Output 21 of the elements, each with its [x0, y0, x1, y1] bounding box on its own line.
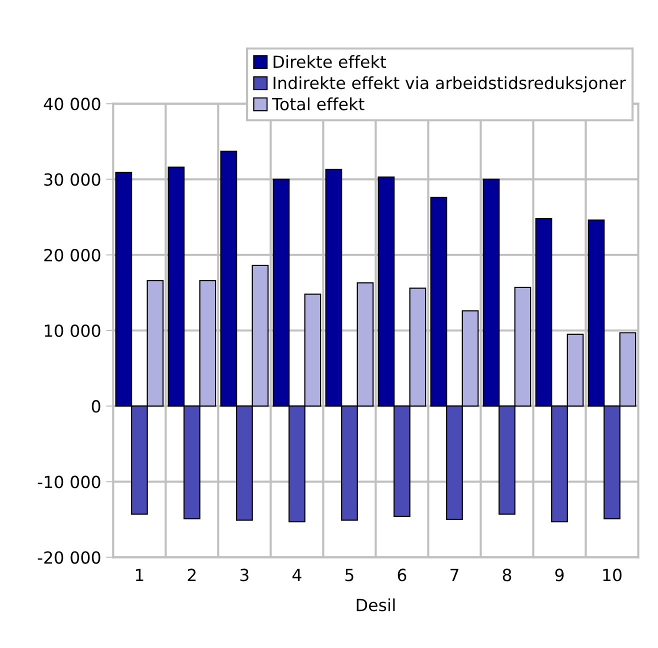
x-tick-label: 2 — [188, 568, 196, 582]
y-tick-label: -20 000 — [38, 551, 100, 564]
x-axis-title: Desil — [356, 598, 395, 612]
x-tick-label: 10 — [603, 568, 622, 582]
x-tick-label: 7 — [450, 568, 458, 582]
y-tick-label: 10 000 — [44, 324, 100, 338]
x-tick-label: 6 — [398, 568, 406, 582]
x-tick-label: 4 — [292, 568, 302, 582]
x-tick-label: 5 — [345, 568, 354, 582]
legend-label: Indirekte effekt via arbeidstidsreduksjoner — [274, 76, 626, 92]
y-tick-label: 30 000 — [44, 173, 100, 186]
x-tick-label: 3 — [240, 568, 248, 582]
legend-label: Total effekt — [272, 97, 364, 110]
y-tick-label: -10 000 — [38, 476, 100, 488]
y-tick-label: 20 000 — [44, 248, 100, 262]
x-tick-label: 9 — [555, 568, 564, 582]
x-tick-label: 8 — [502, 568, 512, 582]
y-tick-label: 40 000 — [44, 98, 100, 110]
x-tick-label: 1 — [136, 568, 144, 582]
y-tick-label: 0 — [92, 400, 100, 413]
legend-label: Direkte effekt — [274, 55, 386, 68]
